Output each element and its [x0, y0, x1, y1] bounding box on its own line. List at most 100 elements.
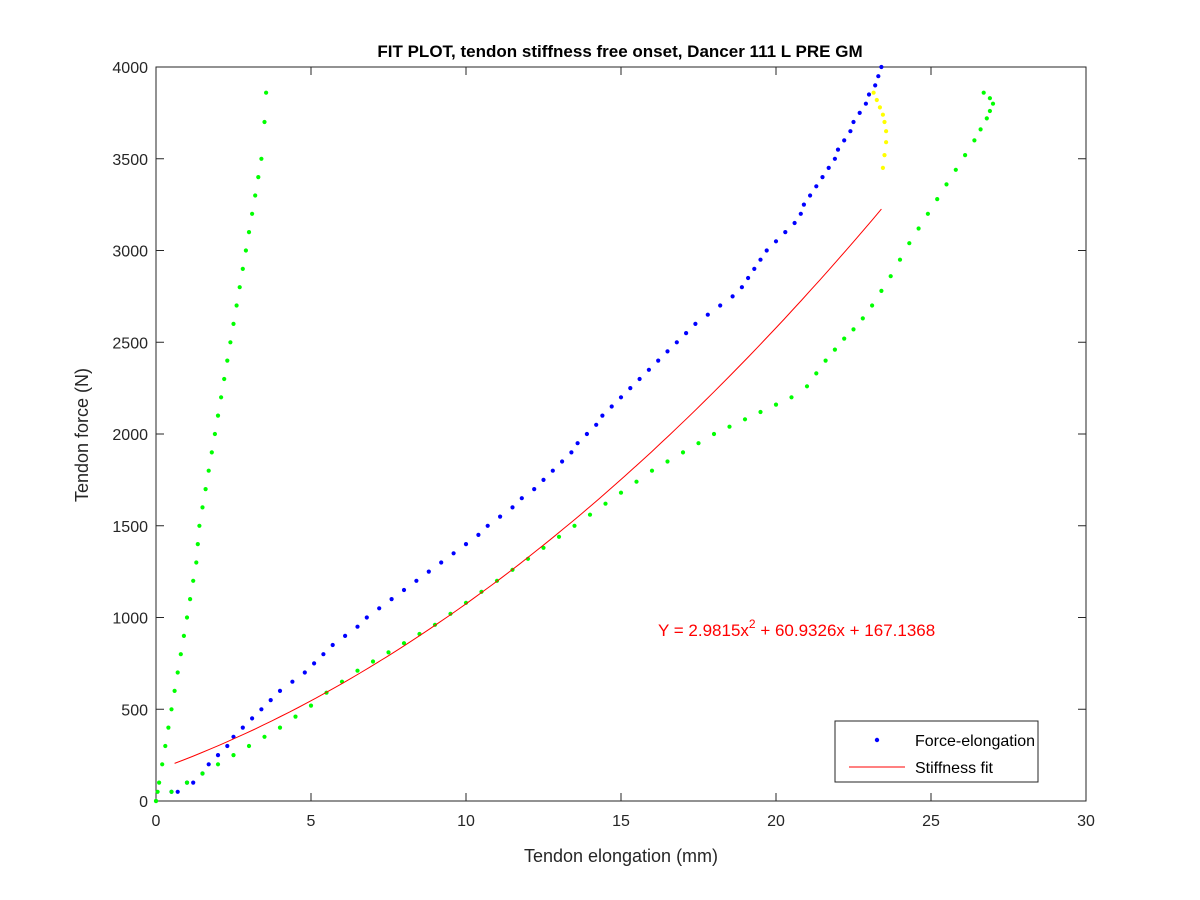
- data-point: [981, 90, 986, 95]
- data-point: [222, 376, 227, 382]
- data-point: [191, 780, 196, 785]
- data-point: [200, 771, 205, 776]
- data-point: [804, 384, 810, 389]
- data-point: [575, 441, 580, 446]
- data-point: [463, 600, 469, 605]
- data-point: [246, 230, 252, 235]
- data-point: [237, 285, 242, 290]
- data-point: [972, 138, 977, 143]
- data-point: [739, 285, 745, 290]
- data-point: [798, 211, 803, 216]
- data-point: [916, 226, 921, 231]
- x-tick-label: 0: [152, 813, 161, 830]
- data-point: [876, 74, 881, 79]
- data-point: [860, 316, 865, 321]
- data-point: [163, 743, 168, 749]
- y-axis-label: Tendon force (N): [72, 368, 92, 502]
- data-point: [169, 707, 174, 712]
- data-point: [880, 112, 886, 117]
- data-point: [355, 624, 360, 629]
- data-point: [871, 90, 876, 95]
- data-point: [277, 725, 283, 730]
- data-point: [240, 266, 245, 271]
- data-point: [234, 303, 239, 308]
- y-tick-label: 2000: [112, 427, 148, 444]
- data-point: [873, 83, 878, 88]
- data-point: [184, 615, 190, 620]
- data-point: [302, 670, 307, 675]
- fit-equation: Y = 2.9815x2 + 60.9326x + 167.1368: [658, 617, 935, 640]
- data-point: [498, 514, 503, 519]
- data-point: [773, 239, 779, 244]
- data-point: [842, 336, 847, 341]
- data-point: [243, 248, 248, 253]
- legend-box: [834, 720, 1039, 783]
- data-point: [181, 633, 186, 639]
- data-point: [343, 633, 348, 639]
- data-point: [730, 294, 735, 299]
- data-point: [665, 459, 670, 464]
- chart-title: FIT PLOT, tendon stiffness free onset, D…: [377, 42, 862, 61]
- data-point: [225, 358, 230, 363]
- data-point: [330, 642, 335, 648]
- data-point: [203, 487, 208, 492]
- x-axis-label: Tendon elongation (mm): [524, 846, 718, 866]
- y-tick-label: 1500: [112, 519, 148, 536]
- data-point: [250, 716, 255, 721]
- axes-box: [155, 66, 1087, 802]
- data-point: [603, 501, 608, 506]
- data-point: [219, 395, 224, 400]
- data-point: [634, 479, 639, 484]
- data-point: [212, 431, 217, 437]
- data-point: [231, 321, 236, 326]
- data-point: [195, 542, 200, 547]
- data-point: [680, 450, 686, 455]
- data-point: [191, 578, 196, 583]
- data-point: [832, 156, 838, 161]
- y-tick-label: 3000: [112, 244, 148, 261]
- data-point: [439, 560, 444, 565]
- data-point: [600, 413, 605, 418]
- data-point: [727, 424, 732, 429]
- x-tick-label: 10: [457, 813, 475, 830]
- data-point: [823, 358, 828, 363]
- data-point: [880, 165, 886, 170]
- data-point: [863, 101, 869, 106]
- data-point: [560, 459, 565, 464]
- data-point: [693, 321, 698, 326]
- data-point: [277, 688, 283, 694]
- data-point: [857, 110, 862, 115]
- data-point: [228, 340, 233, 345]
- data-point: [519, 496, 524, 501]
- data-point: [209, 450, 214, 455]
- data-point: [789, 395, 794, 400]
- data-point: [628, 386, 633, 391]
- y-tick-label: 0: [139, 794, 148, 811]
- data-point: [463, 542, 469, 547]
- data-point: [758, 257, 763, 262]
- data-point: [355, 668, 360, 673]
- x-tick-label: 5: [307, 813, 316, 830]
- data-point: [746, 275, 751, 281]
- plot-area: 0 5 10 15 20 25 30 0 500 1000 1500 2000 2500 3000 3500…: [112, 60, 1095, 830]
- data-point: [414, 578, 419, 583]
- series-2: [153, 90, 269, 804]
- y-tick-label: 2500: [112, 335, 148, 352]
- data-point: [178, 652, 183, 657]
- data-point: [884, 140, 889, 145]
- data-point: [386, 650, 391, 655]
- data-point: [172, 688, 177, 694]
- data-point: [485, 523, 490, 528]
- data-point: [718, 303, 723, 308]
- data-point: [308, 703, 314, 708]
- x-tick-label: 25: [922, 813, 940, 830]
- data-point: [801, 202, 807, 207]
- data-point: [377, 606, 382, 611]
- data-point: [877, 105, 883, 110]
- y-tick-label: 3500: [112, 152, 148, 169]
- legend-label: Force-elongation: [915, 733, 1035, 750]
- data-point: [842, 138, 847, 143]
- data-point: [758, 409, 763, 415]
- data-point: [253, 193, 258, 198]
- data-point: [153, 798, 159, 804]
